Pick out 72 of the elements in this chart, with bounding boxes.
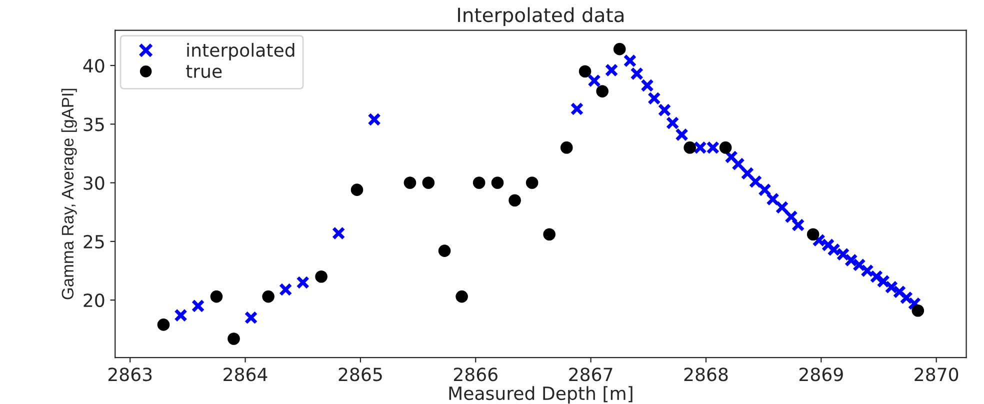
point (719, 141, 732, 154)
x-tick-label: 2863 (108, 368, 152, 382)
point (174, 308, 188, 322)
point (508, 194, 521, 207)
chart-title: Interpolated data (458, 7, 624, 26)
x-tick-label: 2865 (338, 368, 382, 382)
point (244, 311, 258, 324)
point (766, 192, 780, 206)
point (404, 176, 416, 189)
point (912, 304, 924, 317)
point (210, 290, 223, 303)
point (675, 128, 688, 142)
legend-label: true (186, 65, 222, 78)
point (613, 42, 626, 56)
x-tick-label: 2864 (224, 368, 268, 382)
point (684, 141, 696, 154)
point (228, 332, 240, 345)
point (332, 226, 346, 240)
point (472, 176, 486, 189)
point (870, 270, 884, 284)
point (278, 282, 292, 296)
point (543, 228, 556, 241)
point (658, 103, 672, 117)
point (775, 200, 789, 214)
x-tick-label: 2866 (454, 368, 498, 382)
point (806, 228, 820, 241)
point (748, 174, 762, 188)
point (604, 64, 618, 77)
point (456, 290, 468, 303)
point (578, 65, 592, 78)
point (860, 264, 874, 278)
y-tick-label: 35 (84, 118, 104, 132)
point (350, 184, 364, 196)
point (315, 270, 328, 283)
point (876, 274, 890, 288)
x-tick-label: 2868 (684, 368, 728, 382)
point (900, 291, 914, 304)
point (791, 218, 805, 232)
point (526, 176, 538, 189)
legend-label: interpolated (187, 42, 294, 60)
y-axis-title: Gamma Ray, Average [gAPI] (61, 88, 77, 300)
y-tick-label: 40 (83, 58, 104, 73)
point (630, 67, 644, 80)
point (666, 116, 680, 130)
point (570, 102, 584, 116)
point (740, 166, 754, 180)
point (422, 176, 435, 189)
point (191, 299, 205, 313)
point (368, 112, 381, 126)
point (640, 78, 654, 92)
point (157, 318, 170, 331)
point (784, 210, 798, 224)
point (648, 92, 661, 105)
point (296, 276, 310, 290)
x-tick-label: 2870 (914, 368, 958, 382)
point (588, 74, 601, 88)
x-tick-label: 2869 (800, 368, 843, 382)
point (438, 244, 451, 257)
point (560, 141, 573, 154)
y-tick-label: 25 (84, 234, 104, 249)
point (732, 157, 745, 171)
x-tick-label: 2867 (569, 368, 612, 382)
x-axis-title: Measured Depth [m] (449, 386, 632, 404)
point (724, 150, 738, 164)
y-tick-label: 30 (84, 176, 104, 190)
point (491, 176, 504, 189)
point (623, 54, 637, 68)
point (262, 290, 274, 303)
point (596, 85, 608, 98)
point (908, 296, 922, 310)
point (758, 183, 772, 196)
y-tick-label: 20 (84, 294, 104, 308)
